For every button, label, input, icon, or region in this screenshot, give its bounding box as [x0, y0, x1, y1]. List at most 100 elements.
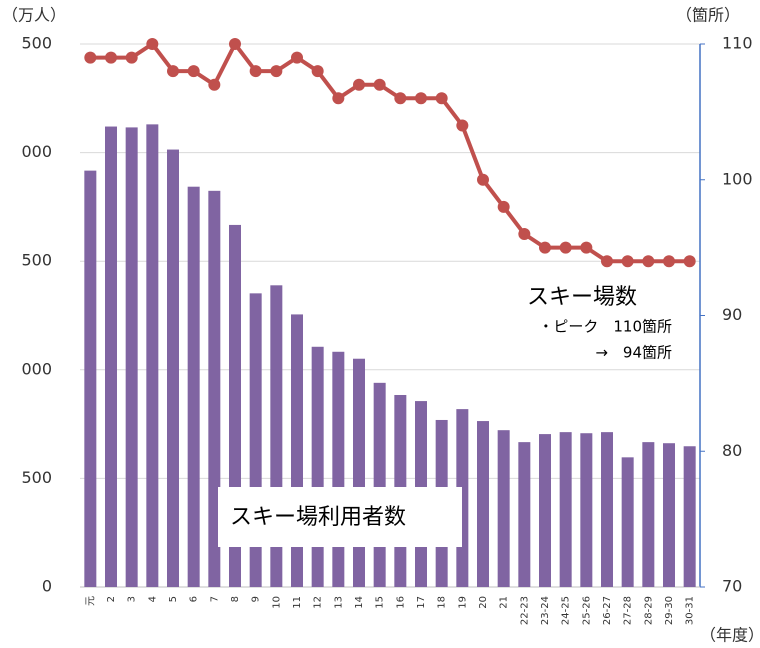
x-tick-label: 9: [251, 596, 262, 602]
x-tick-label: 25-26: [581, 596, 592, 625]
x-tick-label: 28-29: [643, 596, 654, 625]
line-annotation: ・ピーク 110箇所: [538, 318, 672, 336]
x-tick-label: 6: [189, 596, 200, 602]
line-marker: [683, 255, 696, 268]
line-marker: [621, 255, 634, 268]
line-marker: [601, 255, 613, 268]
bar: [663, 443, 675, 587]
bar: [601, 432, 613, 587]
y2-unit-label: （箇所）: [676, 6, 740, 25]
annotation-box: [218, 487, 462, 547]
bar: [105, 126, 117, 587]
bar: [477, 421, 489, 587]
bar: [683, 446, 696, 587]
x-tick-label: 15: [375, 596, 386, 609]
bar: [125, 127, 138, 588]
bar: [311, 346, 324, 587]
line-marker: [580, 241, 593, 254]
x-tick-label: 20: [478, 596, 489, 609]
x-tick-label: 元: [85, 596, 96, 606]
bar: [187, 186, 200, 588]
x-tick-label: 7: [209, 596, 220, 602]
bar: [539, 434, 551, 587]
line-series-label: スキー場数: [527, 285, 637, 310]
y-tick-label: 500: [21, 251, 52, 270]
y2-tick-label: 80: [722, 441, 742, 460]
x-tick-label: 4: [147, 596, 158, 602]
y2-tick-label: 110: [722, 34, 753, 53]
line-marker: [497, 200, 510, 213]
bar: [580, 433, 593, 587]
line-marker: [559, 241, 572, 254]
x-tick-label: 26-27: [602, 596, 613, 625]
line-marker: [125, 51, 138, 64]
x-tick-label: 10: [271, 596, 282, 609]
line-marker: [105, 51, 117, 64]
x-tick-label: 11: [292, 596, 303, 609]
y-tick-label: 500: [21, 34, 52, 53]
bar: [84, 170, 97, 587]
line-marker: [208, 78, 221, 91]
x-tick-label: 16: [395, 596, 406, 609]
bar: [518, 442, 531, 587]
bar: [642, 442, 655, 587]
line-marker: [539, 241, 551, 254]
x-tick-label: 19: [457, 596, 468, 609]
x-unit-label: （年度）: [700, 626, 760, 645]
x-tick-label: 14: [354, 596, 365, 609]
y-tick-label: 000: [21, 142, 52, 161]
line-marker: [229, 38, 241, 50]
x-tick-label: 13: [333, 596, 344, 609]
line-marker: [353, 78, 365, 91]
line-marker: [456, 119, 469, 132]
line-marker: [167, 65, 179, 78]
x-tick-label: 21: [499, 596, 510, 609]
y2-tick-label: 70: [722, 577, 742, 596]
bar: [332, 351, 345, 587]
line-marker: [84, 51, 97, 64]
line-marker: [415, 92, 427, 105]
x-tick-label: 3: [127, 596, 138, 602]
bar: [146, 124, 159, 587]
bar: [497, 430, 510, 587]
line-marker: [146, 38, 159, 50]
line-marker: [311, 65, 324, 78]
x-tick-label: 5: [168, 596, 179, 602]
bar: [373, 382, 386, 587]
y2-tick-label: 90: [722, 305, 742, 324]
x-tick-label: 2: [106, 596, 117, 602]
y2-tick-label: 100: [722, 169, 753, 188]
x-tick-label: 8: [230, 596, 241, 602]
bar: [621, 457, 634, 587]
line-marker: [435, 92, 448, 105]
line-marker: [518, 228, 531, 241]
line-marker: [291, 51, 303, 64]
line-annotation: → 94箇所: [595, 344, 672, 362]
line-marker: [249, 65, 262, 78]
bar: [167, 149, 179, 587]
x-tick-label: 29-30: [664, 596, 675, 625]
line-marker: [663, 255, 675, 268]
x-tick-label: 24-25: [561, 596, 572, 625]
bar: [353, 358, 365, 587]
line-marker: [187, 65, 200, 78]
y-tick-label: 500: [21, 468, 52, 487]
line-marker: [270, 65, 283, 78]
x-tick-label: 27-28: [623, 596, 634, 625]
line-marker: [642, 255, 655, 268]
line-marker: [394, 92, 407, 105]
y-tick-label: 000: [21, 359, 52, 378]
bar: [559, 432, 572, 587]
y-unit-label: （万人）: [2, 6, 66, 25]
bar-series-label: スキー場利用者数: [230, 505, 406, 530]
line-marker: [373, 78, 386, 91]
x-tick-label: 22-23: [519, 596, 530, 625]
line-marker: [332, 92, 345, 105]
x-tick-label: 12: [313, 596, 324, 609]
line-marker: [477, 173, 489, 186]
x-tick-label: 18: [437, 596, 448, 609]
y-tick-label: 0: [42, 577, 52, 596]
x-tick-label: 23-24: [540, 596, 551, 625]
bar: [208, 190, 221, 587]
